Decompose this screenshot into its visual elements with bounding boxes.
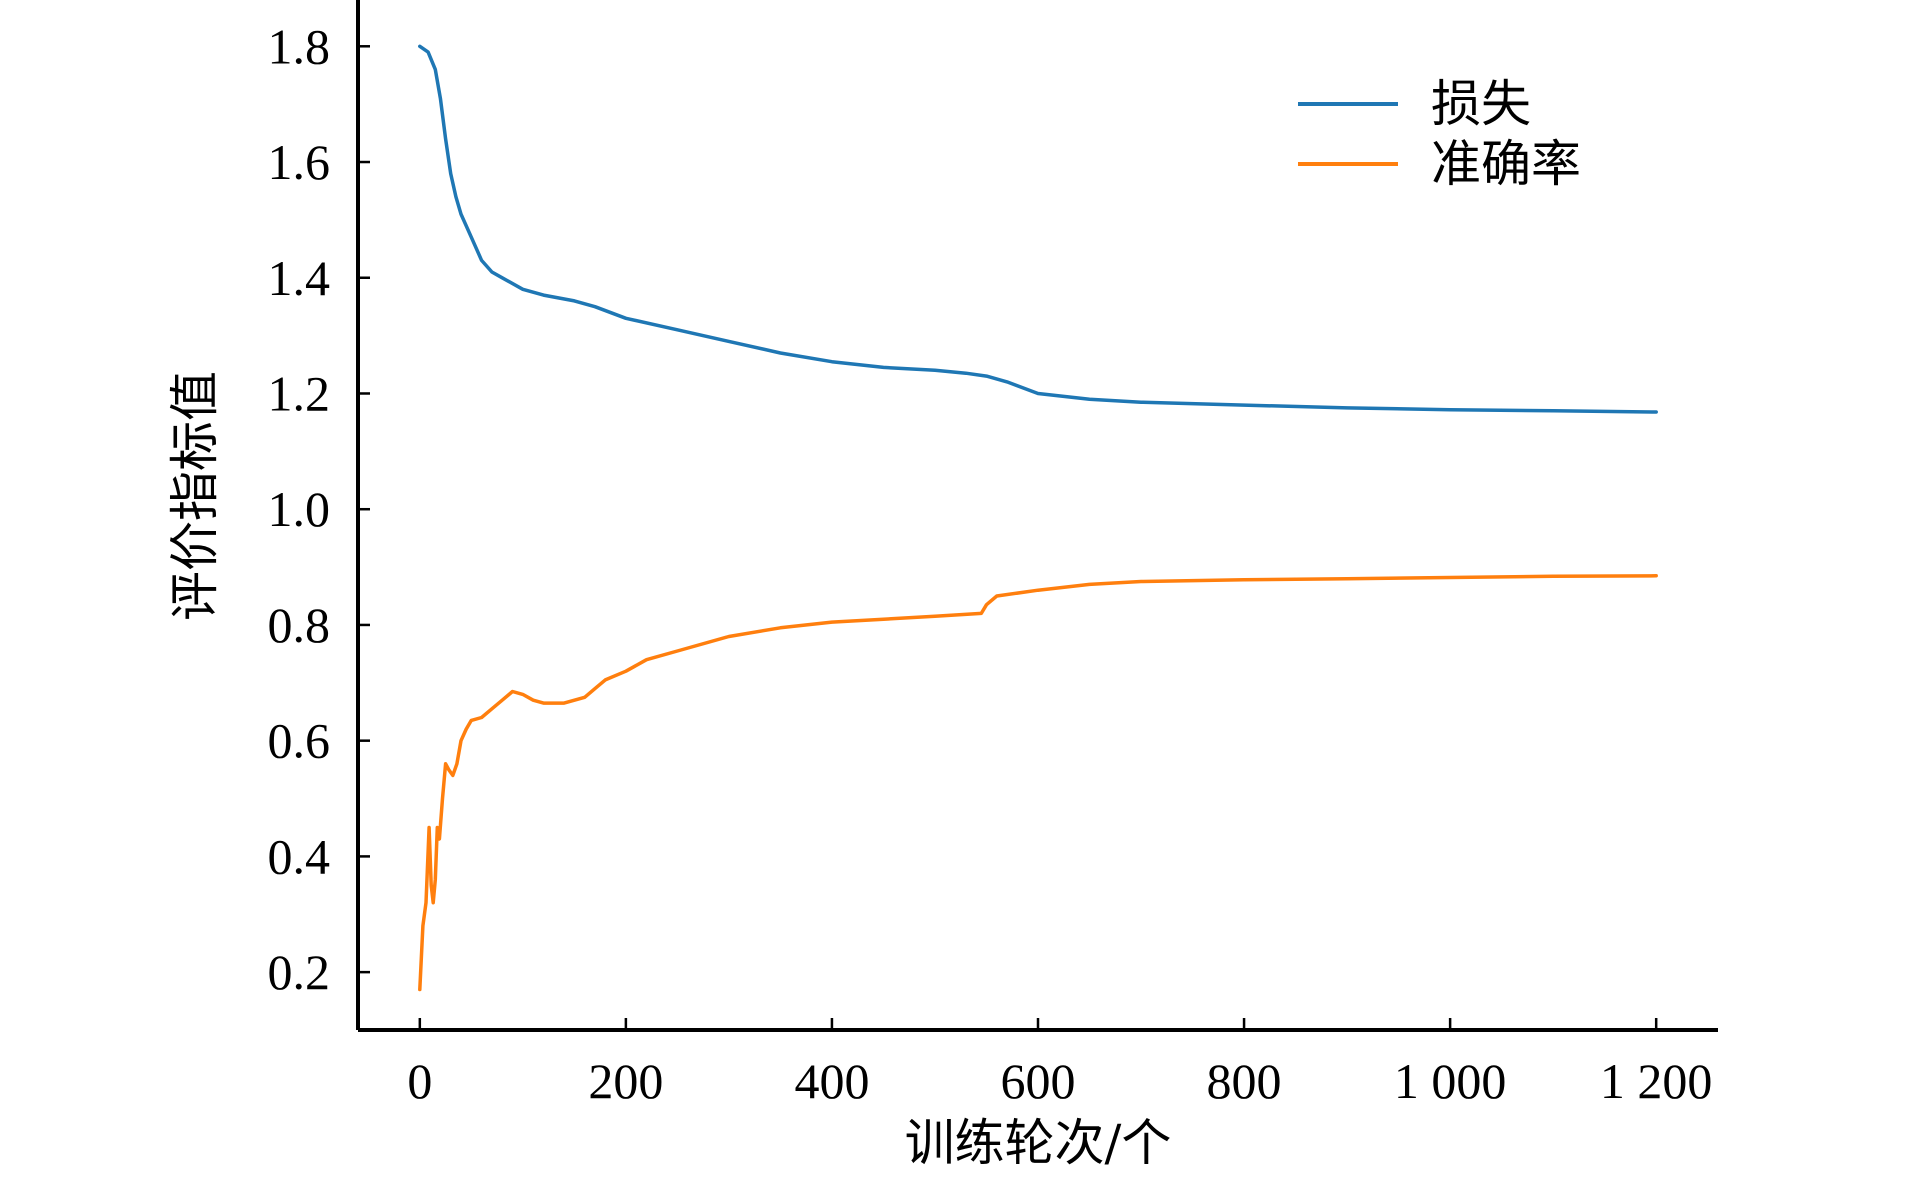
legend-label-1: 准确率 (1431, 135, 1581, 193)
x-tick-label: 200 (588, 1053, 663, 1109)
y-tick-label: 0.2 (268, 944, 331, 1000)
y-tick-label: 1.2 (268, 365, 331, 421)
series-line-0 (418, 44, 1658, 414)
y-tick-label: 1.4 (268, 250, 331, 306)
x-tick-label: 800 (1207, 1053, 1282, 1109)
ticks: 0 200 400 600 800 1 000 1 200 0.2 0.4 0.6 0.8 1.0 1.… (268, 18, 1713, 1109)
x-tick-label: 1 200 (1600, 1053, 1713, 1109)
x-tick-label: 400 (794, 1053, 869, 1109)
y-tick-label: 1.6 (268, 134, 331, 190)
y-tick-label: 0.6 (268, 713, 331, 769)
series-lines (418, 44, 1658, 992)
series-line-1 (418, 574, 1658, 992)
x-tick-label: 600 (1001, 1053, 1076, 1109)
x-tick-label: 0 (407, 1053, 432, 1109)
y-axis-title: 评价指标值 (166, 371, 224, 621)
y-tick-label: 0.8 (268, 597, 331, 653)
x-axis-title: 训练轮次/个 (905, 1114, 1172, 1172)
y-tick-label: 1.0 (268, 481, 331, 537)
y-tick-label: 1.8 (268, 18, 331, 74)
x-tick-label: 1 000 (1394, 1053, 1507, 1109)
y-tick-label: 0.4 (268, 828, 331, 884)
legend-label-0: 损失 (1431, 75, 1531, 133)
